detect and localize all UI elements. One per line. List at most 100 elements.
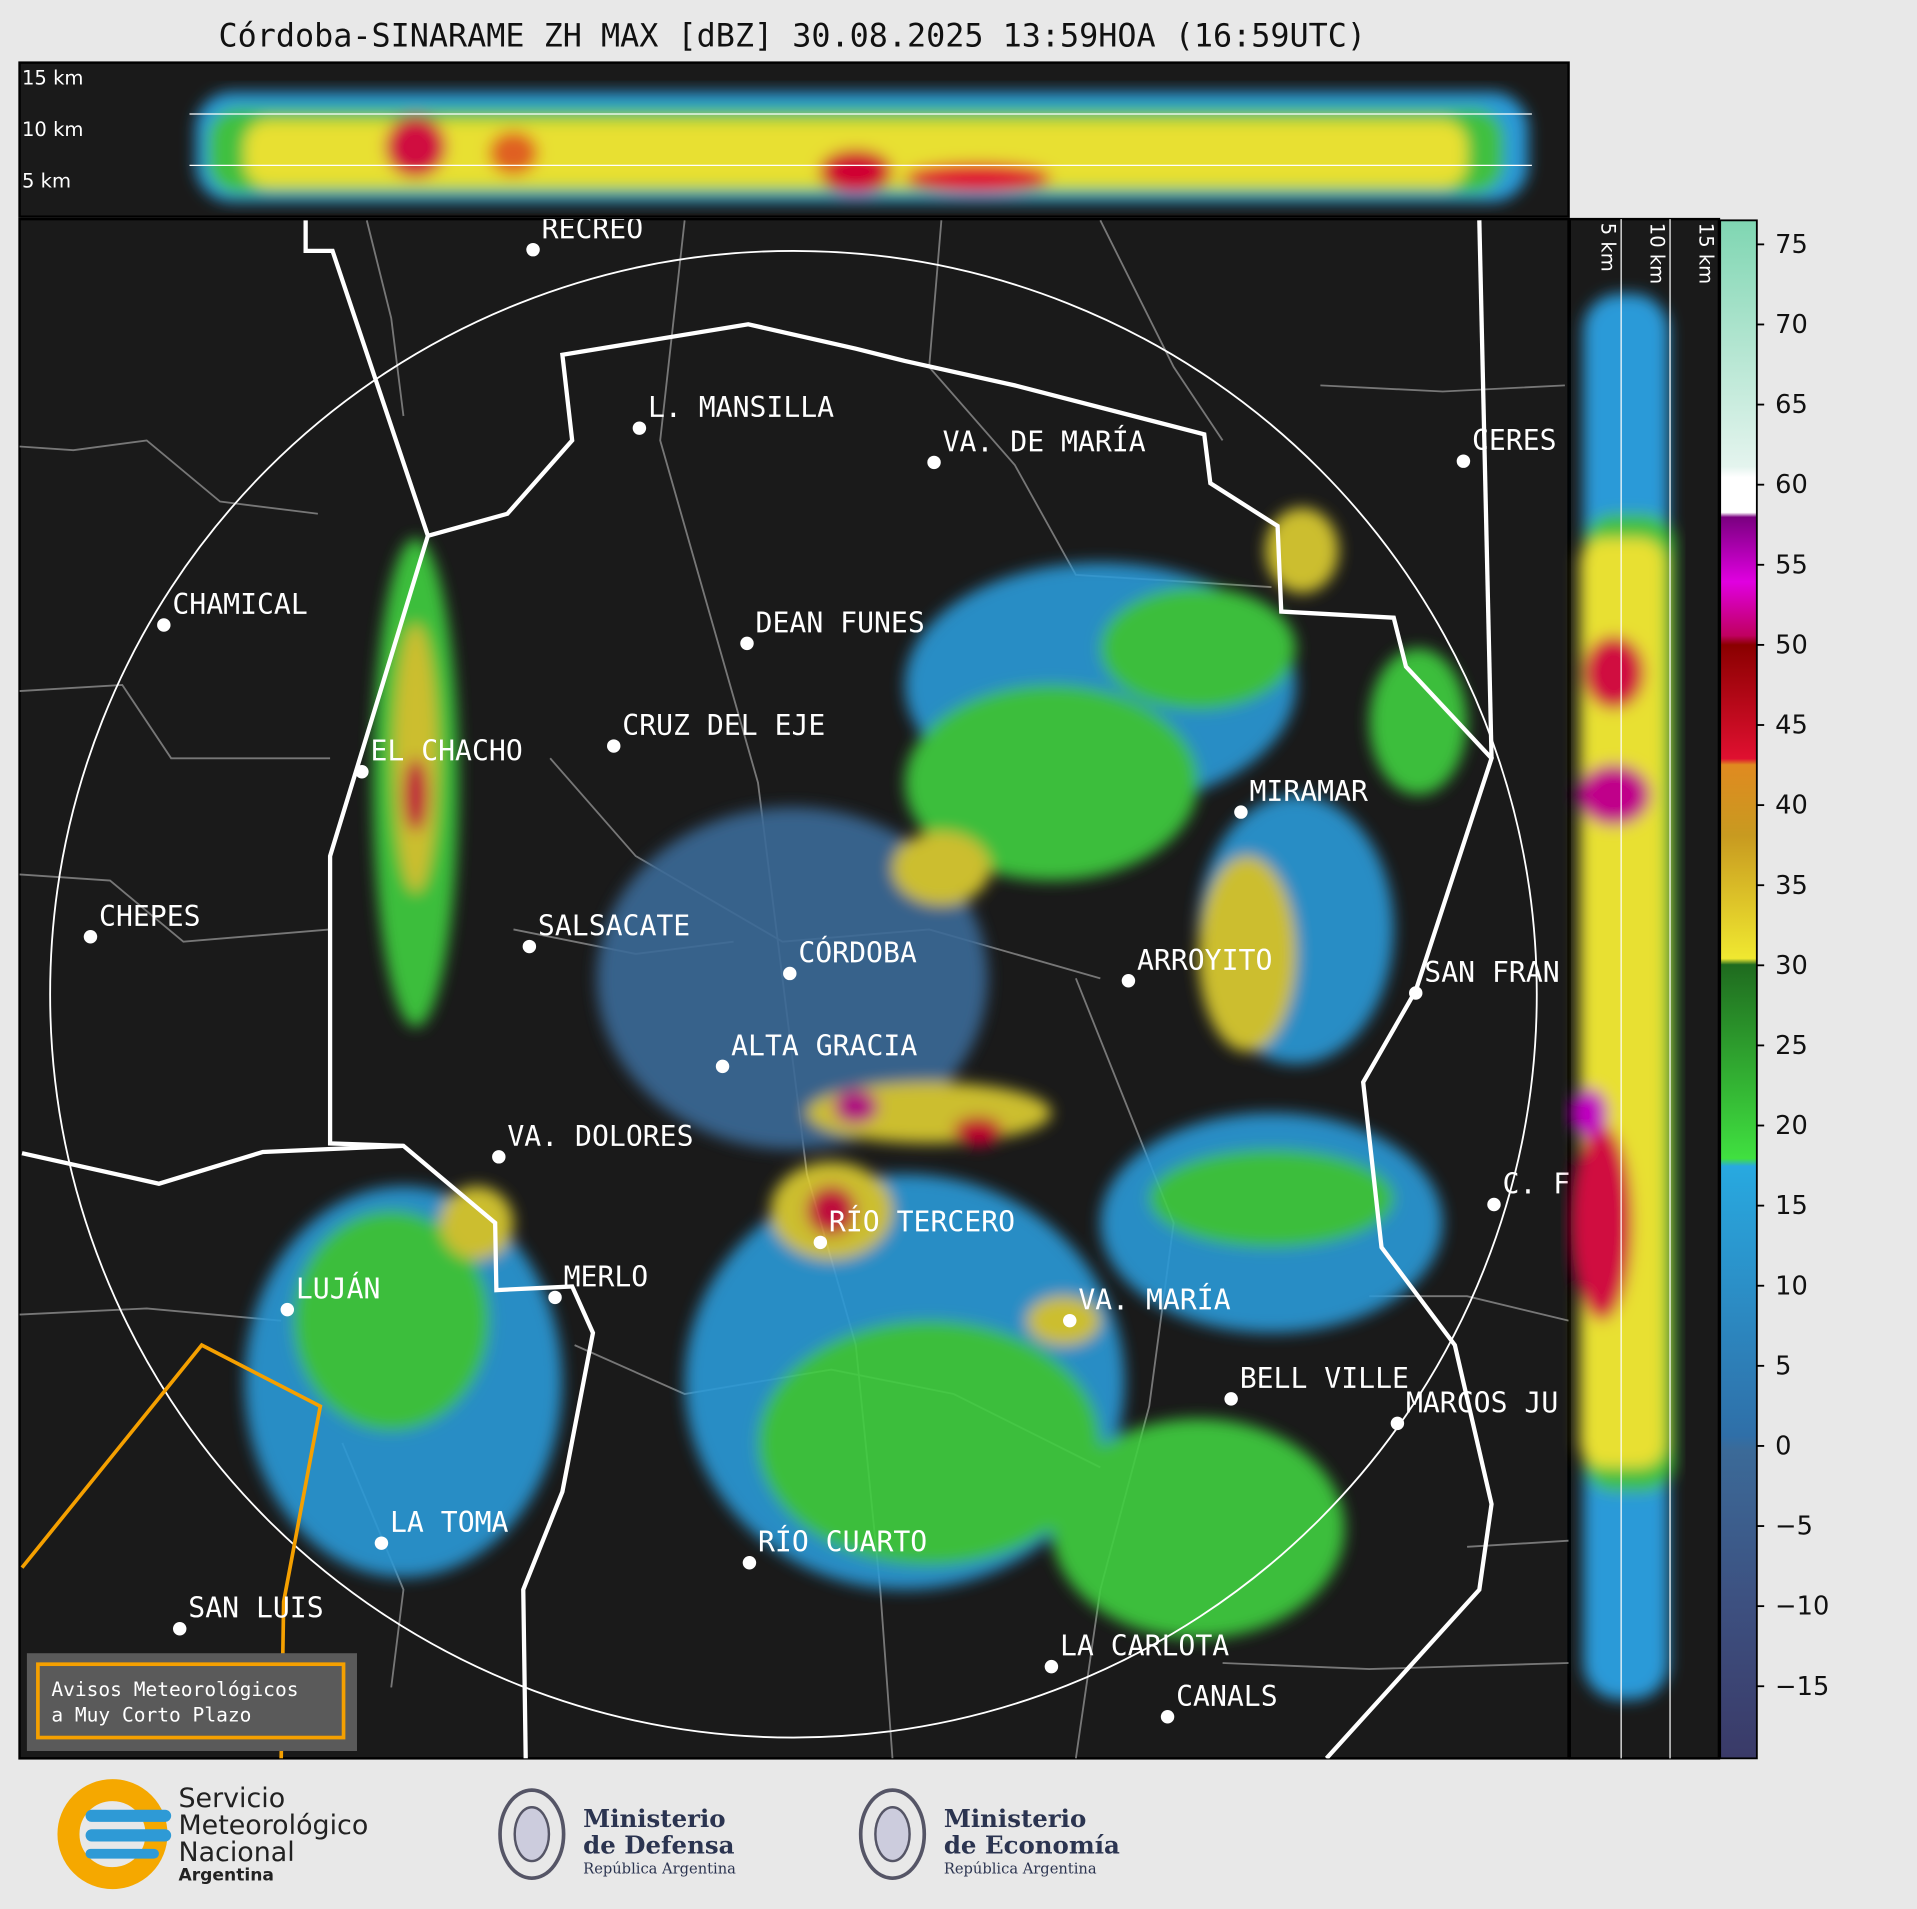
city-dot bbox=[607, 739, 621, 753]
city-dot bbox=[1234, 805, 1248, 819]
logo-text: República Argentina bbox=[583, 1860, 736, 1877]
colorbar-tick-label: 40 bbox=[1775, 791, 1808, 821]
colorbar-tick-label: 10 bbox=[1775, 1271, 1808, 1301]
colorbar-tick-label: 45 bbox=[1775, 711, 1808, 741]
city-label: RECREO bbox=[542, 213, 644, 246]
city-dot bbox=[1456, 454, 1471, 468]
city-dot bbox=[548, 1290, 562, 1305]
colorbar bbox=[1719, 219, 1758, 1760]
city-dot bbox=[742, 1556, 757, 1570]
city-label: SALSACATE bbox=[538, 910, 690, 943]
city-dot bbox=[813, 1235, 828, 1250]
city-dot bbox=[1224, 1392, 1238, 1406]
logo-text: Ministerio bbox=[583, 1804, 725, 1833]
notice-text: Avisos Meteorológicos bbox=[51, 1678, 298, 1701]
city-dot bbox=[632, 421, 647, 435]
province-borders bbox=[21, 220, 1494, 1759]
logo-text: Ministerio bbox=[944, 1804, 1086, 1833]
city-dot bbox=[1063, 1313, 1077, 1328]
city-dot bbox=[280, 1302, 295, 1317]
city-label: BELL VILLE bbox=[1240, 1362, 1409, 1395]
logo-text: Argentina bbox=[178, 1866, 273, 1886]
height-label: 15 km bbox=[1694, 223, 1717, 284]
height-label: 10 km bbox=[1645, 223, 1668, 284]
city-label: CANALS bbox=[1176, 1680, 1278, 1713]
city-dot bbox=[172, 1622, 187, 1636]
radar-range-ring bbox=[49, 249, 1538, 1739]
colorbar-tick-label: 30 bbox=[1775, 951, 1808, 981]
colorbar-tick-label: 50 bbox=[1775, 630, 1808, 660]
height-label: 5 km bbox=[22, 169, 71, 192]
economia-logo: Ministerio de Economía República Argenti… bbox=[858, 1788, 1120, 1880]
city-dot bbox=[927, 455, 941, 470]
city-label: C. F bbox=[1503, 1168, 1571, 1201]
city-dot bbox=[1160, 1710, 1175, 1724]
title: Córdoba-SINARAME ZH MAX [dBZ] 30.08.2025… bbox=[218, 19, 1365, 55]
city-dot bbox=[492, 1150, 506, 1164]
city-label: VA. MARÍA bbox=[1078, 1283, 1230, 1317]
colorbar-tick-label: 60 bbox=[1775, 470, 1808, 500]
notice-box bbox=[26, 1653, 357, 1752]
city-label: SAN LUIS bbox=[188, 1592, 323, 1625]
city-label: LUJÁN bbox=[296, 1272, 381, 1306]
city-label: L. MANSILLA bbox=[648, 391, 834, 424]
logo-text: Servicio bbox=[178, 1783, 285, 1814]
city-label: VA. DOLORES bbox=[507, 1120, 693, 1153]
city-label: CHAMICAL bbox=[172, 588, 307, 621]
city-label: LA CARLOTA bbox=[1060, 1630, 1229, 1663]
city-dot bbox=[1487, 1197, 1501, 1212]
colorbar-tick-label: 5 bbox=[1775, 1351, 1791, 1381]
city-dot bbox=[740, 636, 754, 651]
city-label: LA TOMA bbox=[390, 1506, 509, 1539]
city-label: MERLO bbox=[564, 1260, 649, 1293]
city-dot bbox=[522, 939, 537, 954]
colorbar-tick-label: 25 bbox=[1775, 1031, 1808, 1061]
city-label: DEAN FUNES bbox=[756, 606, 925, 639]
city-label: CHEPES bbox=[99, 900, 201, 933]
city-dot bbox=[526, 242, 540, 257]
city-dot bbox=[83, 930, 98, 944]
city-label: CERES bbox=[1472, 424, 1557, 457]
city-label: VA. DE MARÍA bbox=[943, 424, 1146, 458]
side-echo bbox=[1571, 293, 1675, 1700]
colorbar-tick-label: 20 bbox=[1775, 1111, 1808, 1141]
top-echo bbox=[195, 91, 1529, 203]
colorbar-tick-label: 15 bbox=[1775, 1191, 1808, 1221]
city-dot bbox=[355, 765, 369, 779]
smn-logo: Servicio Meteorológico Nacional Argentin… bbox=[57, 1779, 368, 1890]
height-label: 15 km bbox=[22, 67, 83, 90]
notice-text: a Muy Corto Plazo bbox=[51, 1704, 251, 1727]
city-dot bbox=[1044, 1659, 1059, 1674]
height-label: 10 km bbox=[22, 118, 83, 141]
city-dot bbox=[374, 1536, 389, 1550]
city-label: SAN FRAN bbox=[1424, 956, 1559, 989]
colorbar-tick-label: 55 bbox=[1775, 550, 1808, 580]
city-label: CRUZ DEL EJE bbox=[622, 709, 825, 742]
colorbar-tick-label: 65 bbox=[1775, 390, 1808, 420]
city-label: ARROYITO bbox=[1137, 944, 1272, 977]
logo-text: Meteorológico bbox=[178, 1810, 368, 1841]
colorbar-tick-label: −5 bbox=[1775, 1512, 1813, 1542]
city-label: ALTA GRACIA bbox=[731, 1029, 917, 1062]
city-label: MIRAMAR bbox=[1249, 775, 1368, 808]
height-label: 5 km bbox=[1597, 223, 1620, 272]
city-label: MARCOS JU bbox=[1406, 1386, 1558, 1419]
colorbar-tick-label: 0 bbox=[1775, 1431, 1791, 1461]
logo-text: República Argentina bbox=[944, 1860, 1097, 1877]
city-dot bbox=[157, 618, 171, 632]
city-label: RÍO TERCERO bbox=[829, 1204, 1015, 1238]
logo-text: de Economía bbox=[944, 1831, 1120, 1860]
colorbar-tick-label: 75 bbox=[1775, 230, 1808, 260]
city-label: EL CHACHO bbox=[370, 735, 522, 768]
city-label: CÓRDOBA bbox=[798, 935, 917, 969]
city-dot bbox=[715, 1059, 730, 1074]
logo-text: Nacional bbox=[178, 1837, 294, 1868]
colorbar-tick-label: −15 bbox=[1775, 1672, 1829, 1702]
logo-text: de Defensa bbox=[583, 1831, 734, 1860]
colorbar-tick-label: −10 bbox=[1775, 1592, 1829, 1622]
city-dot bbox=[783, 966, 797, 981]
city-label: RÍO CUARTO bbox=[758, 1525, 927, 1559]
city-dot bbox=[1121, 974, 1136, 988]
city-dot bbox=[1390, 1416, 1405, 1431]
